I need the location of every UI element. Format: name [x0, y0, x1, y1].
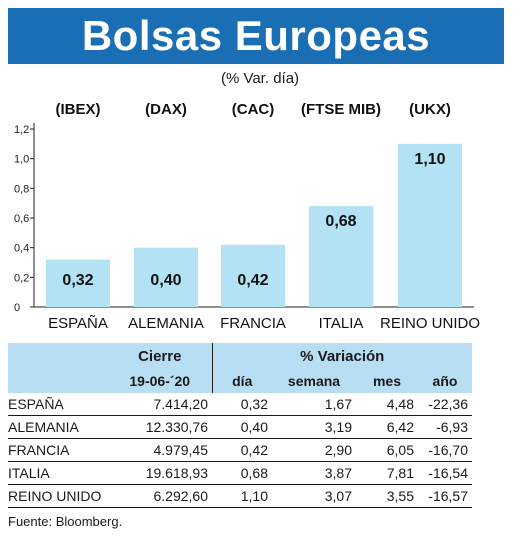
table-row: ALEMANIA 12.330,76 0,40 3,19 6,42 -6,93 [8, 415, 472, 439]
x-tick-label: REINO UNIDO [380, 315, 480, 332]
cell-semana: 3,19 [272, 415, 356, 439]
cell-semana: 3,87 [272, 461, 356, 485]
cell-name: ITALIA [8, 461, 108, 485]
header-variacion: % Variación [212, 343, 472, 369]
cell-mes: 6,05 [356, 438, 418, 462]
x-tick-label: ESPAÑA [48, 315, 108, 332]
cell-name: ESPAÑA [8, 393, 108, 416]
table-header-blank-2 [8, 369, 108, 393]
cell-cierre: 19.618,93 [108, 461, 212, 485]
cell-mes: 3,55 [356, 484, 418, 508]
chart-title: Bolsas Europeas [8, 8, 504, 64]
x-tick-label: FRANCIA [220, 315, 286, 332]
cell-dia: 0,42 [212, 438, 272, 462]
data-label: 0,68 [325, 213, 356, 230]
cell-name: FRANCIA [8, 438, 108, 462]
header-cierre: Cierre [108, 343, 213, 369]
header-mes: mes [356, 369, 418, 393]
cell-semana: 1,67 [272, 393, 356, 416]
data-label: 1,10 [414, 151, 445, 168]
cell-cierre: 6.292,60 [108, 484, 212, 508]
data-label: 0,32 [62, 272, 93, 289]
table-row: ITALIA 19.618,93 0,68 3,87 7,81 -16,54 [8, 461, 472, 485]
y-tick-label: 0 [14, 302, 20, 314]
cell-anio: -16,57 [418, 484, 472, 508]
cell-cierre: 7.414,20 [108, 393, 212, 416]
index-label: (CAC) [232, 101, 275, 118]
cell-cierre: 12.330,76 [108, 415, 212, 439]
cell-semana: 3,07 [272, 484, 356, 508]
table-row: REINO UNIDO 6.292,60 1,10 3,07 3,55 -16,57 [8, 484, 472, 508]
data-table: Cierre % Variación 19-06-´20 día semana … [8, 343, 472, 508]
index-label: (DAX) [145, 101, 187, 118]
bar-3 [309, 206, 373, 307]
bar-chart: 0 0,2 0,4 0,6 0,8 1,0 1,2 0,32 (IBEX) ESPAÑA 0,40 (… [14, 101, 480, 332]
x-tick-label: ITALIA [319, 315, 364, 332]
cell-dia: 0,32 [212, 393, 272, 416]
cell-dia: 1,10 [212, 484, 272, 508]
bar-2 [221, 244, 285, 307]
y-tick-label: 1,0 [14, 154, 29, 166]
data-label: 0,42 [237, 272, 268, 289]
bar-1 [134, 247, 198, 307]
cell-mes: 6,42 [356, 415, 418, 439]
header-date: 19-06-´20 [108, 369, 213, 393]
table-header-blank [8, 343, 108, 369]
y-tick-label: 1,2 [14, 124, 29, 136]
cell-mes: 7,81 [356, 461, 418, 485]
x-tick-label: ALEMANIA [128, 315, 204, 332]
y-tick-label: 0,8 [14, 183, 29, 195]
chart-subtitle: (% Var. día) [220, 70, 300, 87]
y-tick-label: 0,4 [14, 243, 29, 255]
y-tick-label: 0,2 [14, 272, 29, 284]
cell-semana: 2,90 [272, 438, 356, 462]
cell-cierre: 4.979,45 [108, 438, 212, 462]
index-label: (IBEX) [56, 101, 101, 118]
data-label: 0,40 [150, 272, 181, 289]
index-label: (FTSE MIB) [301, 101, 381, 118]
bar-0 [46, 259, 110, 307]
table-row: ESPAÑA 7.414,20 0,32 1,67 4,48 -22,36 [8, 393, 472, 416]
header-semana: semana [272, 369, 356, 393]
cell-name: ALEMANIA [8, 415, 108, 439]
cell-dia: 0,68 [212, 461, 272, 485]
cell-name: REINO UNIDO [8, 484, 108, 508]
cell-dia: 0,40 [212, 415, 272, 439]
header-anio: año [418, 369, 472, 393]
source-note: Fuente: Bloomberg. [8, 514, 123, 529]
header-dia: día [212, 369, 272, 393]
table-row: FRANCIA 4.979,45 0,42 2,90 6,05 -16,70 [8, 438, 472, 462]
index-label: (UKX) [409, 101, 451, 118]
bar-4 [398, 143, 462, 307]
cell-anio: -16,54 [418, 461, 472, 485]
cell-mes: 4,48 [356, 393, 418, 416]
cell-anio: -6,93 [418, 415, 472, 439]
y-tick-label: 0,6 [14, 213, 29, 225]
cell-anio: -22,36 [418, 393, 472, 416]
cell-anio: -16,70 [418, 438, 472, 462]
